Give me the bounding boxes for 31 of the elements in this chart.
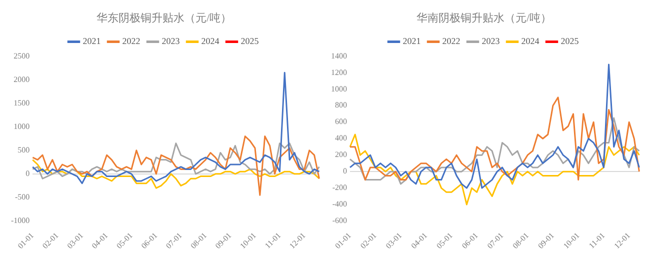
- legend-label: 2025: [240, 36, 260, 46]
- y-tick-label: 2000: [14, 74, 30, 84]
- y-tick-label: 0: [343, 166, 347, 176]
- legend-label: 2023: [162, 36, 180, 46]
- y-tick-label: -400: [332, 200, 347, 209]
- legend-label: 2024: [521, 36, 540, 46]
- y-tick-label: 1500: [14, 98, 30, 108]
- y-tick-label: 2500: [14, 51, 30, 60]
- y-tick-label: 1400: [331, 51, 347, 60]
- chart-title: 华东阴极铜升贴水（元/吨）: [96, 11, 232, 24]
- legend-label: 2024: [201, 36, 220, 46]
- y-tick-label: 500: [18, 145, 30, 154]
- legend-label: 2025: [560, 36, 580, 46]
- y-tick-label: 600: [335, 117, 347, 126]
- legend-label: 2021: [402, 36, 421, 46]
- y-tick-label: -200: [332, 183, 347, 192]
- y-tick-label: 200: [335, 150, 347, 160]
- legend-label: 2023: [482, 36, 500, 46]
- y-tick-label: 1000: [331, 84, 347, 94]
- chart-title: 华南阴极铜升贴水（元/吨）: [416, 11, 552, 24]
- y-tick-label: -1000: [10, 216, 30, 226]
- y-tick-label: 0: [26, 169, 30, 178]
- y-tick-label: -600: [332, 216, 347, 226]
- y-tick-label: 1000: [14, 122, 30, 131]
- legend-label: 2022: [442, 36, 460, 46]
- y-tick-label: 1200: [331, 68, 347, 77]
- y-tick-label: 400: [335, 134, 347, 143]
- legend-label: 2022: [122, 36, 140, 46]
- y-tick-label: 800: [335, 100, 347, 110]
- y-tick-label: -500: [14, 192, 30, 202]
- legend-label: 2021: [82, 36, 101, 46]
